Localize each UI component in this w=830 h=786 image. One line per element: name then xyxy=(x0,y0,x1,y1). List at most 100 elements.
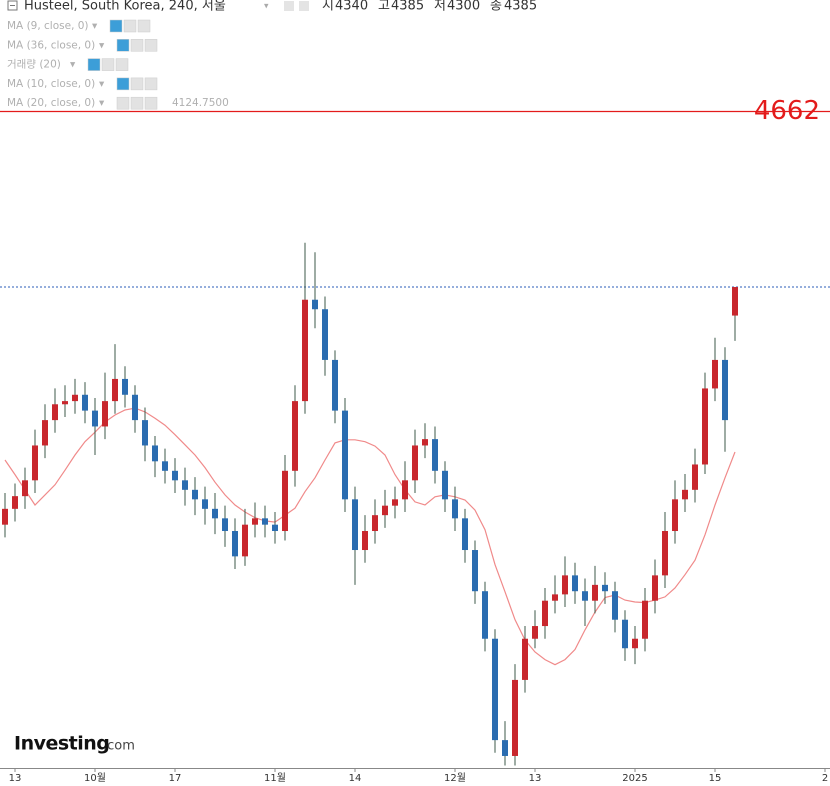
watermark-domain: .com xyxy=(103,739,135,754)
candle-body xyxy=(112,378,118,402)
candle-body xyxy=(332,359,338,411)
candle-body xyxy=(22,480,28,497)
candle-body xyxy=(42,420,48,446)
candle-body xyxy=(442,470,448,500)
candle-body xyxy=(122,378,128,395)
candle-body xyxy=(622,619,628,649)
indicator-name: 거래량 (20) xyxy=(7,59,61,71)
candle-body xyxy=(452,499,458,519)
candle-body xyxy=(132,394,138,421)
candle-body xyxy=(202,499,208,509)
candle-body xyxy=(692,464,698,490)
candle-body xyxy=(32,445,38,481)
candle-body xyxy=(262,518,268,525)
candle-body xyxy=(422,439,428,446)
candle-body xyxy=(662,531,668,576)
indicator-name: MA (20, close, 0) xyxy=(7,97,95,109)
candle-body xyxy=(242,524,248,557)
remove-button[interactable] xyxy=(115,58,129,71)
eye-icon[interactable] xyxy=(284,1,294,11)
indicator-dropdown[interactable]: ▾ xyxy=(70,59,76,71)
candle-body xyxy=(602,584,608,592)
candle-body xyxy=(392,499,398,506)
candle-body xyxy=(162,461,168,471)
high-label: 고 xyxy=(378,0,390,14)
watermark-brand: Investing xyxy=(14,733,109,755)
settings-button[interactable] xyxy=(130,96,144,110)
settings-button[interactable] xyxy=(130,39,144,52)
candle-body xyxy=(302,299,308,402)
candle-body xyxy=(312,299,318,310)
plot-area: 4662 xyxy=(0,96,830,766)
dropdown-arrow[interactable]: ▾ xyxy=(264,2,269,12)
settings-button[interactable] xyxy=(101,58,115,71)
x-tick-label: 17 xyxy=(169,773,182,784)
x-tick-label: 15 xyxy=(709,773,722,784)
indicator-name: MA (10, close, 0) xyxy=(7,78,95,90)
candle-body xyxy=(82,394,88,411)
remove-button[interactable] xyxy=(137,19,151,33)
candle-body xyxy=(92,410,98,427)
settings-button[interactable] xyxy=(123,19,137,33)
low-label: 저 xyxy=(434,0,446,14)
visibility-toggle[interactable] xyxy=(87,58,101,71)
candle-body xyxy=(632,638,638,649)
candle-body xyxy=(462,518,468,551)
candle-body xyxy=(562,575,568,595)
indicator-dropdown[interactable]: ▾ xyxy=(99,78,105,90)
x-tick-label: 13 xyxy=(9,773,22,784)
candle-body xyxy=(12,496,18,509)
candle-body xyxy=(432,439,438,471)
candle-body xyxy=(552,594,558,601)
visibility-toggle[interactable] xyxy=(116,96,130,110)
candle-body xyxy=(612,591,618,620)
candle-body xyxy=(672,499,678,532)
indicator-dropdown[interactable]: ▾ xyxy=(99,97,105,109)
low-value: 4300 xyxy=(447,0,480,14)
candle-body xyxy=(572,575,578,592)
candle-body xyxy=(222,518,228,532)
candle-body xyxy=(212,508,218,519)
level-label: 4662 xyxy=(754,96,820,126)
x-tick-label: 2 xyxy=(822,773,828,784)
visibility-toggle[interactable] xyxy=(116,77,130,91)
candle-body xyxy=(412,445,418,481)
candle-body xyxy=(102,401,108,427)
candle-body xyxy=(172,470,178,481)
candle-body xyxy=(402,480,408,500)
indicator-dropdown[interactable]: ▾ xyxy=(92,20,98,32)
candle-body xyxy=(2,508,8,525)
settings-icon[interactable] xyxy=(299,1,309,11)
candle-body xyxy=(722,359,728,421)
candle-body xyxy=(732,287,738,316)
remove-button[interactable] xyxy=(144,39,158,52)
candle-body xyxy=(342,410,348,500)
candle-body xyxy=(532,626,538,639)
indicator-name: MA (9, close, 0) xyxy=(7,20,89,32)
candle-body xyxy=(72,394,78,402)
remove-button[interactable] xyxy=(144,77,158,91)
candle-body xyxy=(152,445,158,462)
collapse-icon[interactable] xyxy=(7,0,18,11)
candle-body xyxy=(712,359,718,389)
x-tick-label: 10월 xyxy=(84,772,106,784)
candle-body xyxy=(292,401,298,471)
settings-button[interactable] xyxy=(130,77,144,91)
x-tick-label: 11월 xyxy=(264,772,286,784)
x-tick-label: 13 xyxy=(529,773,542,784)
x-tick-label: 12월 xyxy=(444,772,466,784)
candle-body xyxy=(52,404,58,421)
visibility-toggle[interactable] xyxy=(116,39,130,52)
visibility-toggle[interactable] xyxy=(109,19,123,33)
candle-body xyxy=(682,489,688,500)
indicator-dropdown[interactable]: ▾ xyxy=(99,39,105,51)
remove-button[interactable] xyxy=(144,96,158,110)
candle-body xyxy=(642,600,648,639)
candle-body xyxy=(192,489,198,500)
indicator-name: MA (36, close, 0) xyxy=(7,39,95,51)
candle-body xyxy=(272,524,278,532)
candle-body xyxy=(702,388,708,465)
candle-body xyxy=(182,480,188,490)
